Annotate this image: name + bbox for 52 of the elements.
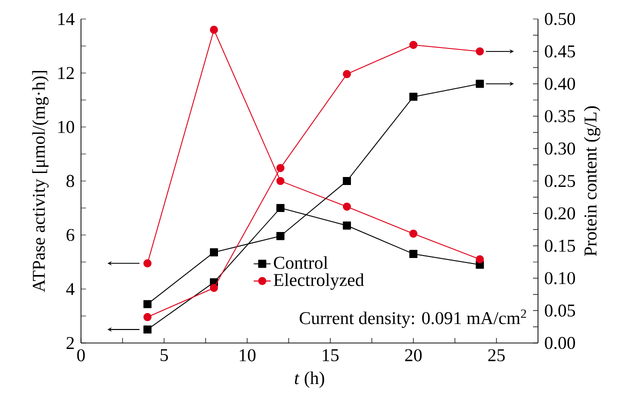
point <box>276 164 284 172</box>
y2-tick-label: 0.50 <box>544 12 576 26</box>
y2-tick-label: 0.20 <box>544 207 576 220</box>
point <box>342 222 351 230</box>
point <box>276 232 284 240</box>
point <box>276 176 284 186</box>
point <box>210 284 218 292</box>
y-tick-label: 12 <box>58 67 74 79</box>
x-tick-label: 20 <box>405 349 422 362</box>
x-tick-label: 5 <box>160 349 168 362</box>
y2-tick-label: 0.30 <box>544 142 576 155</box>
point <box>143 259 152 268</box>
y-tick-label: 6 <box>66 228 74 242</box>
point <box>143 300 152 308</box>
point <box>409 40 418 49</box>
y-tick-label: 2 <box>66 337 74 349</box>
x-tick-label: 25 <box>488 349 505 362</box>
point <box>342 202 351 211</box>
y2-tick-label: 0.35 <box>544 110 575 122</box>
point <box>476 47 484 56</box>
point <box>409 230 418 238</box>
point <box>210 248 218 256</box>
y-axis-title: ATPase activity [μmol/(mg·h)] <box>32 71 49 292</box>
y-tick-label: 14 <box>58 13 75 25</box>
y-tick-label: 4 <box>66 283 75 295</box>
y2-axis-title: Protein content (g/L) <box>584 106 600 256</box>
point <box>143 325 152 334</box>
y2-tick-label: 0.00 <box>544 336 576 350</box>
point <box>476 80 484 88</box>
annotation: Current density: 0.091 mA/cm$^{2}$ <box>300 309 526 328</box>
point <box>210 26 218 34</box>
legend-label: Control <box>274 256 328 269</box>
legend-label: Electrolyzed <box>274 273 364 290</box>
x-tick-label: 15 <box>322 349 339 362</box>
x-tick-label: 10 <box>240 349 256 362</box>
point <box>409 92 418 101</box>
point <box>342 70 351 78</box>
point <box>409 250 418 258</box>
y2-tick-label: 0.05 <box>544 304 575 317</box>
y-tick-label: 8 <box>66 174 74 188</box>
y-tick-label: 10 <box>58 120 74 134</box>
point <box>476 255 484 264</box>
y2-tick-label: 0.40 <box>544 78 576 90</box>
y2-tick-label: 0.15 <box>544 240 575 252</box>
y2-tick-label: 0.45 <box>544 45 575 58</box>
y2-tick-label: 0.10 <box>544 272 576 284</box>
point <box>143 313 152 322</box>
x-axis-title: t (h) <box>294 372 324 388</box>
point <box>342 176 351 186</box>
point <box>276 204 284 212</box>
x-tick-label: 0 <box>77 349 85 362</box>
y2-tick-label: 0.25 <box>544 174 575 188</box>
